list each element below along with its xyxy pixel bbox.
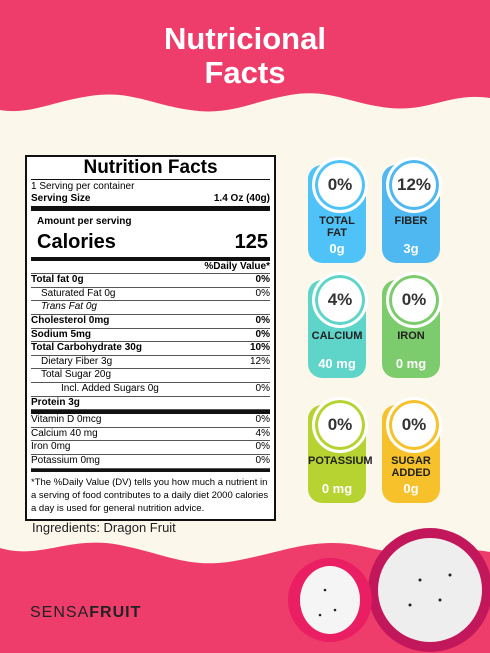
title-line: Nutricional <box>164 21 326 56</box>
brand-bold: FRUIT <box>89 604 142 621</box>
nutrient-row: Dietary Fiber 3g 12% <box>31 356 270 370</box>
daily-value: 0% <box>255 274 270 286</box>
amount: Amount per serving <box>37 215 132 227</box>
badge-amount: 0 mg <box>321 481 353 496</box>
badge-name: IRON <box>397 330 425 342</box>
nutrient-badge: 4% CALCIUM 40 mg <box>308 272 368 378</box>
vitamin-name: Potassium 0mg <box>31 454 100 466</box>
label-title: Nutrition Facts <box>31 157 270 180</box>
badge-amount: 0g <box>329 241 345 256</box>
nutrient-row: Protein 3g <box>31 397 270 411</box>
vitamin-row: Iron 0mg 0% <box>31 441 270 455</box>
calories-label: Calories <box>37 230 116 253</box>
nutrient-row: Total fat 0g 0% <box>31 274 270 288</box>
nutrient-name: Protein 3g <box>31 396 80 408</box>
badge-name: POTASSIUM <box>308 455 373 467</box>
badge-percent: 0% <box>386 272 442 328</box>
nutrient-name: Total Sugar 20g <box>41 369 112 381</box>
title-line: Facts <box>204 55 286 90</box>
badge-amount: 0g <box>403 481 419 496</box>
daily-value: 0% <box>255 441 270 453</box>
daily-value: 0% <box>255 454 270 466</box>
nutrient-name: Saturated Fat 0g <box>41 287 116 299</box>
footnote: *The %Daily Value (DV) tells you how muc… <box>31 468 270 519</box>
badge-percent: 0% <box>312 157 368 213</box>
badge-percent: 0% <box>312 397 368 453</box>
nutrient-row: Total Carbohydrate 30g 10% <box>31 342 270 356</box>
dv-header: %Daily Value* <box>204 260 270 272</box>
daily-value: 0% <box>255 414 270 426</box>
nutrient-name: Total fat 0g <box>31 274 84 286</box>
brand: SENSAFRUIT <box>30 604 141 622</box>
badge-amount: 40 mg <box>318 356 356 371</box>
nutrient-name: Trans Fat 0g <box>41 301 97 313</box>
nutrient-row: Total Sugar 20g <box>31 369 270 383</box>
servings: 1 Serving per container <box>31 181 135 192</box>
nutrient-row: Saturated Fat 0g 0% <box>31 288 270 302</box>
badge-name: FIBER <box>394 215 428 227</box>
daily-value: 12% <box>249 355 270 367</box>
nutrient-row: Sodium 5mg 0% <box>31 329 270 343</box>
vitamin-name: Iron 0mg <box>31 441 71 453</box>
vitamin-name: Calcium 40 mg <box>31 427 98 439</box>
nutrient-name: Incl. Added Sugars 0g <box>61 382 159 394</box>
nutrient-row: Cholesterol 0mg 0% <box>31 315 270 329</box>
serving-size: 1.4 Oz (40g) <box>213 193 270 204</box>
vitamin-name: Vitamin D 0mcg <box>31 414 102 426</box>
badge-percent: 4% <box>312 272 368 328</box>
nutrient-badge: 0% IRON 0 mg <box>382 272 442 378</box>
badge-name: TOTAL FAT <box>319 215 355 239</box>
nutrient-badge: 0% POTASSIUM 0 mg <box>308 397 373 503</box>
badge-name: CALCIUM <box>311 330 363 342</box>
nutrition-label: Nutrition Facts 1 Serving per container … <box>25 155 276 521</box>
ingredients: Ingredients: Dragon Fruit <box>32 520 176 535</box>
badge-name: SUGAR ADDED <box>391 455 431 479</box>
nutrient-badge: 0% SUGAR ADDED 0g <box>382 397 442 503</box>
serving-label: Serving Size <box>31 193 91 204</box>
vitamin-row: Calcium 40 mg 4% <box>31 428 270 442</box>
nutrient-name: Cholesterol 0mg <box>31 314 110 326</box>
nutrient-row: Trans Fat 0g <box>31 301 270 315</box>
brand-light: SENSA <box>30 604 90 621</box>
vitamin-row: Potassium 0mg 0% <box>31 455 270 469</box>
nutrient-name: Total Carbohydrate 30g <box>31 342 142 354</box>
nutrient-badge: 12% FIBER 3g <box>382 157 442 263</box>
badge-percent: 0% <box>386 397 442 453</box>
daily-value: 0% <box>255 382 270 394</box>
daily-value: 4% <box>255 427 270 439</box>
daily-value: 0% <box>255 287 270 299</box>
nutrient-name: Dietary Fiber 3g <box>41 355 113 367</box>
vitamin-row: Vitamin D 0mcg 0% <box>31 414 270 428</box>
nutrient-name: Sodium 5mg <box>31 328 92 340</box>
daily-value: 0% <box>255 314 270 326</box>
calories: 125 <box>234 230 268 253</box>
badge-percent: 12% <box>386 157 442 213</box>
daily-value: 10% <box>249 342 270 354</box>
daily-value: 0% <box>255 328 270 340</box>
badge-amount: 3g <box>403 241 419 256</box>
nutrient-row: Incl. Added Sugars 0g 0% <box>31 383 270 397</box>
nutrient-badge: 0% TOTAL FAT 0g <box>308 157 368 263</box>
badge-amount: 0 mg <box>395 356 427 371</box>
title: Nutricional Facts <box>0 22 490 90</box>
